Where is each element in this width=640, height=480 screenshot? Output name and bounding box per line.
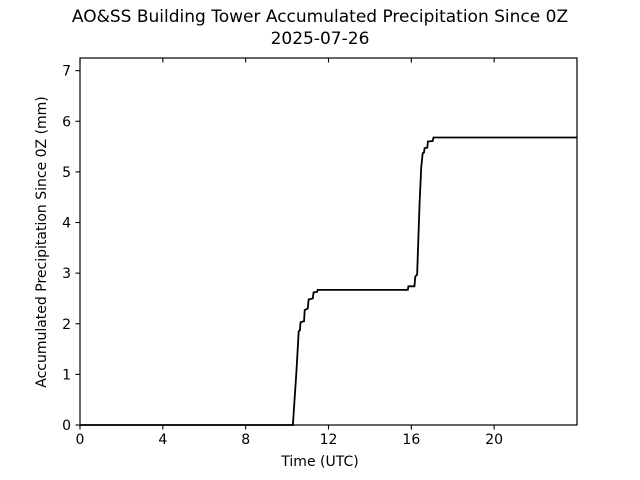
x-tick-label: 12 [320, 432, 338, 448]
axes-ticks [75, 58, 495, 430]
chart-title-line2: 2025-07-26 [270, 29, 370, 49]
x-tick-label: 16 [402, 432, 420, 448]
y-axis-label: Accumulated Precipitation Since 0Z (mm) [34, 96, 50, 388]
y-tick-label: 5 [62, 165, 71, 181]
x-tick-label: 8 [241, 432, 250, 448]
y-tick-label: 4 [62, 216, 71, 232]
y-tick-label: 6 [62, 114, 71, 130]
x-tick-label: 20 [485, 432, 503, 448]
y-tick-label: 1 [62, 367, 71, 383]
y-tick-label: 3 [62, 266, 71, 282]
x-tick-label: 0 [76, 432, 85, 448]
chart-title: AO&SS Building Tower Accumulated Precipi… [0, 6, 640, 50]
y-tick-label: 0 [62, 418, 71, 434]
x-axis-label: Time (UTC) [280, 454, 358, 470]
precipitation-line [80, 136, 577, 426]
axes-spines [79, 57, 578, 426]
plot-border [79, 57, 578, 426]
y-tick-label: 7 [62, 64, 71, 80]
x-tick-label: 4 [158, 432, 167, 448]
y-tick-label: 2 [62, 317, 71, 333]
chart-title-line1: AO&SS Building Tower Accumulated Precipi… [71, 7, 569, 27]
